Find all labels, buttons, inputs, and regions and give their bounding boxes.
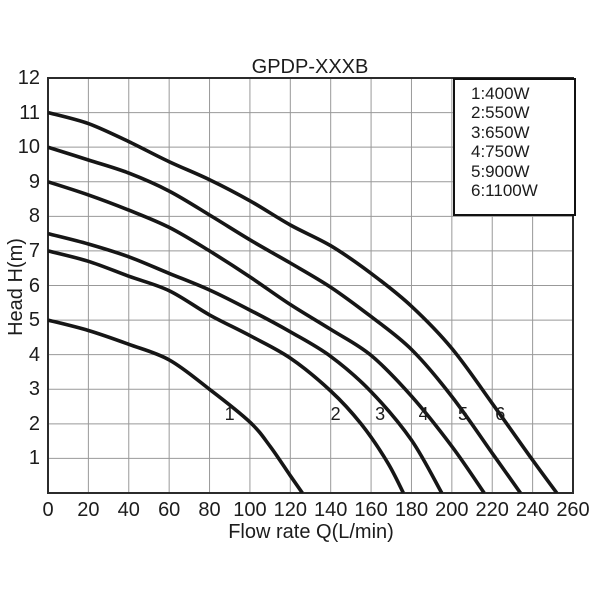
y-tick-label: 7 [28,239,40,262]
x-axis-title: Flow rate Q(L/min) [228,521,394,543]
chart-title: GPDP-XXXB [251,56,369,78]
x-tick-label: 120 [273,499,307,521]
legend-item: 2:550W [471,103,530,123]
curve-label-3: 3 [375,404,386,425]
x-tick-label: 40 [117,499,140,521]
curve-label-4: 4 [418,404,429,425]
y-tick-label: 2 [28,412,40,435]
plot-frame [47,77,574,494]
y-tick-label: 6 [28,274,40,297]
pump-curves [48,110,559,493]
y-tick-label: 4 [28,343,40,366]
y-tick-label: 10 [17,136,40,159]
x-tick-label: 260 [556,499,590,521]
x-tick-label: 240 [515,499,550,521]
curve-label-1: 1 [224,404,235,425]
y-tick-label: 8 [28,205,40,228]
x-tick-label: 100 [233,499,267,521]
curve-label-2: 2 [330,404,341,425]
y-tick-label: 11 [19,101,40,124]
x-tick-label: 0 [42,499,54,521]
curve-5-900W [48,145,522,493]
legend-item: 1:400W [471,84,530,103]
x-tick-label: 20 [77,499,100,521]
legend-item: 4:750W [471,142,530,162]
x-tick-label: 160 [354,499,388,521]
y-tick-label: 12 [17,67,40,89]
y-tick-label: 1 [28,447,40,470]
legend-item: 5:900W [471,161,530,181]
x-tick-label: 60 [158,499,181,521]
y-tick-label: 3 [28,378,40,401]
curve-label-6: 6 [495,404,506,425]
y-tick-label: 5 [28,309,40,332]
curve-4-750W [48,180,486,493]
legend-box: 1:400W 2:550W 3:650W 4:750W 5:900W 6:1100W [453,78,576,216]
curve-1-400W [48,318,304,493]
x-tick-label: 140 [314,499,348,521]
x-tick-label: 180 [394,499,429,521]
curve-2-550W [48,249,406,493]
curve-label-5: 5 [457,404,469,425]
x-tick-label: 200 [435,499,469,521]
x-tick-label: 220 [475,499,509,521]
curve-3-650W [48,231,444,493]
curve-6-1100W [48,110,559,493]
legend-item: 6:1100W [471,181,538,201]
y-tick-label: 9 [28,170,40,193]
x-tick-label: 80 [198,499,221,521]
legend-item: 3:650W [471,122,530,142]
